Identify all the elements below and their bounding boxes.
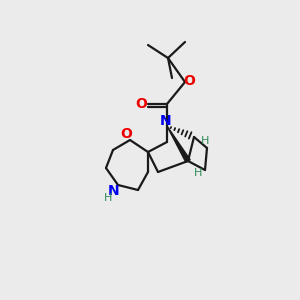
Text: O: O [183,74,195,88]
Text: O: O [120,127,132,141]
Text: H: H [201,136,209,146]
Text: H: H [194,168,202,178]
Text: O: O [135,97,147,111]
Text: H: H [104,193,112,203]
Text: N: N [160,114,172,128]
Polygon shape [167,126,190,162]
Text: N: N [108,184,120,198]
